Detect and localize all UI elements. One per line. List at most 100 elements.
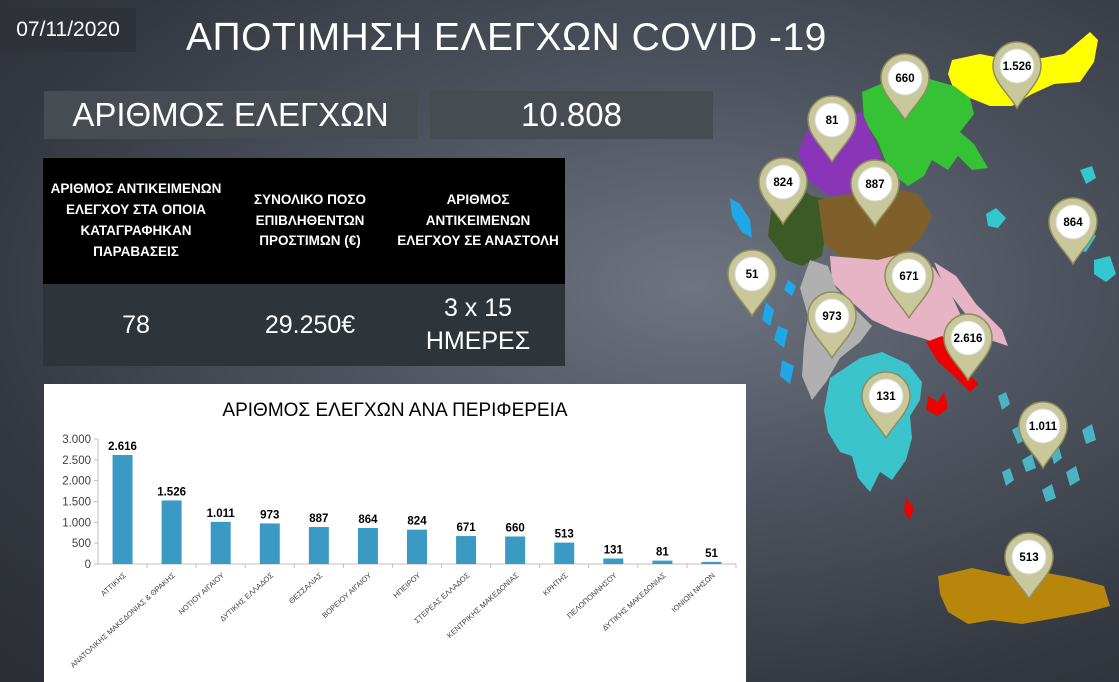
- map-marker: 81: [807, 95, 857, 164]
- x-tick-label: ΔΥΤΙΚΗΣ ΕΛΛΑΔΟΣ: [218, 571, 275, 624]
- map-marker-label: 513: [1019, 552, 1038, 564]
- map-marker: 864: [1048, 197, 1098, 266]
- data-label: 1.526: [157, 486, 186, 498]
- bar: [161, 500, 182, 564]
- map-region-peloponnese: [824, 352, 922, 492]
- map-pin-center: [1011, 539, 1047, 575]
- x-tick-label: ΘΕΣΣΑΛΙΑΣ: [287, 571, 324, 606]
- value-violations: 78: [43, 284, 229, 366]
- bar: [112, 455, 133, 564]
- y-tick-label: 2.000: [62, 476, 91, 488]
- y-tick-label: 1.500: [62, 497, 91, 509]
- date-badge: 07/11/2020: [0, 8, 136, 52]
- map-marker: 824: [758, 157, 808, 226]
- map-pin-center: [999, 48, 1035, 84]
- map-pin-center: [857, 166, 893, 202]
- map-marker: 660: [880, 53, 930, 122]
- map-pin-center: [887, 60, 923, 96]
- map-region-attica-islands: [904, 392, 948, 520]
- map-marker-label: 660: [895, 73, 914, 85]
- data-label: 1.011: [207, 508, 236, 520]
- map-marker-label: 81: [826, 115, 839, 127]
- bar-chart: 0 500 1.000 1.500 2.000 2.500 3.000 2.616 ΑΤΤΙΚΗ…: [62, 434, 737, 670]
- map-region-north-aegean: [986, 166, 1116, 282]
- map-pin-center: [891, 258, 927, 294]
- map-region-south-aegean: [998, 392, 1096, 502]
- map-marker-label: 887: [865, 179, 884, 191]
- data-label: 660: [506, 523, 525, 535]
- map-marker: 1.526: [992, 41, 1042, 110]
- map-marker: 131: [861, 371, 911, 440]
- bar: [407, 529, 427, 564]
- data-label: 2.616: [108, 441, 137, 453]
- checks-total: 10.808: [430, 91, 713, 139]
- header-suspensions: ΑΡΙΘΜΟΣ ΑΝΤΙΚΕΙΜΕΝΩΝ ΕΛΕΓΧΟΥ ΣΕ ΑΝΑΣΤΟΛΗ: [391, 158, 565, 284]
- map-region-attica: [926, 336, 978, 392]
- checks-label: ΑΡΙΘΜΟΣ ΕΛΕΓΧΩΝ: [44, 91, 417, 139]
- page-title: ΑΠΟΤΙΜΗΣΗ ΕΛΕΓΧΩΝ COVID -19: [186, 16, 827, 59]
- header-fines: ΣΥΝΟΛΙΚΟ ΠΟΣΟ ΕΠΙΒΛΗΘΕΝΤΩΝ ΠΡΟΣΤΙΜΩΝ (€): [229, 158, 391, 284]
- y-tick-label: 500: [72, 538, 91, 550]
- map-marker: 973: [807, 291, 857, 360]
- y-tick-label: 1.000: [62, 517, 91, 529]
- bar: [652, 560, 673, 564]
- map-pin-center: [1055, 204, 1091, 240]
- map-pin-center: [814, 102, 850, 138]
- map-marker-label: 1.526: [1003, 61, 1032, 73]
- map-marker: 51: [727, 249, 777, 318]
- bar: [456, 536, 477, 564]
- data-label: 824: [407, 516, 427, 528]
- bar: [701, 561, 722, 564]
- x-tick-label: ΚΡΗΤΗΣ: [541, 571, 570, 598]
- map-pin-center: [868, 378, 904, 414]
- map-region-evia: [934, 262, 1008, 346]
- bar: [603, 558, 624, 564]
- bar: [357, 528, 378, 564]
- map-marker-label: 824: [773, 177, 793, 189]
- map-marker-label: 671: [899, 271, 919, 283]
- data-label: 513: [555, 529, 574, 541]
- map-marker-label: 2.616: [954, 333, 983, 345]
- map-region-crete: [938, 568, 1110, 624]
- bar: [210, 521, 231, 564]
- x-tick-label: ΗΠΕΙΡΟΥ: [391, 571, 422, 600]
- data-label: 864: [358, 514, 378, 526]
- y-tick-label: 0: [85, 559, 91, 571]
- bar-chart-panel: ΑΡΙΘΜΟΣ ΕΛΕΓΧΩΝ ΑΝΑ ΠΕΡΙΦΕΡΕΙΑ 0 500 1.000…: [44, 384, 746, 682]
- map-marker-label: 973: [822, 311, 841, 323]
- data-label: 131: [604, 545, 624, 557]
- map-marker-label: 51: [746, 269, 759, 281]
- value-fines: 29.250€: [229, 284, 391, 366]
- x-tick-label: ΑΝΑΤΟΛΙΚΗΣ ΜΑΚΕΔΟΝΙΑΣ & ΘΡΑΚΗΣ: [69, 571, 178, 670]
- map-marker: 1.011: [1018, 401, 1068, 470]
- map-marker: 513: [1004, 532, 1054, 601]
- map-marker-label: 131: [876, 391, 896, 403]
- map-pin-center: [734, 256, 770, 292]
- bar: [554, 542, 575, 564]
- data-label: 671: [456, 522, 476, 534]
- data-label: 887: [309, 513, 328, 525]
- x-tick-label: ΝΟΤΙΟΥ ΑΙΓΑΙΟΥ: [177, 571, 226, 617]
- map-marker: 671: [884, 251, 934, 320]
- y-tick-label: 2.500: [62, 455, 91, 467]
- y-tick-label: 3.000: [62, 434, 91, 446]
- map-marker: 2.616: [943, 313, 993, 382]
- x-tick-label: ΠΕΛΟΠΟΝΝΗΣΟΥ: [565, 571, 618, 620]
- map-marker-label: 864: [1063, 217, 1083, 229]
- map-region-ionian-islands: [730, 198, 796, 384]
- bar: [259, 523, 280, 564]
- chart-title: ΑΡΙΘΜΟΣ ΕΛΕΓΧΩΝ ΑΝΑ ΠΕΡΙΦΕΡΕΙΑ: [222, 400, 568, 421]
- map-pin-center: [814, 298, 850, 334]
- bar: [308, 527, 329, 564]
- x-tick-label: ΙΟΝΙΩΝ ΝΗΣΩΝ: [670, 571, 717, 615]
- map-pin-center: [950, 320, 986, 356]
- map-marker-label: 1.011: [1029, 421, 1058, 433]
- data-label: 81: [656, 547, 669, 559]
- x-tick-label: ΒΟΡΕΙΟΥ ΑΙΓΑΙΟΥ: [320, 571, 373, 620]
- data-label: 973: [260, 509, 279, 521]
- map-pin-center: [765, 164, 801, 200]
- value-suspensions: 3 x 15 ΗΜΕΡΕΣ: [391, 284, 565, 366]
- stats-table: ΑΡΙΘΜΟΣ ΑΝΤΙΚΕΙΜΕΝΩΝ ΕΛΕΓΧΟΥ ΣΤΑ ΟΠΟΙΑ Κ…: [43, 158, 565, 366]
- bar: [505, 536, 526, 564]
- x-tick-label: ΑΤΤΙΚΗΣ: [99, 571, 128, 599]
